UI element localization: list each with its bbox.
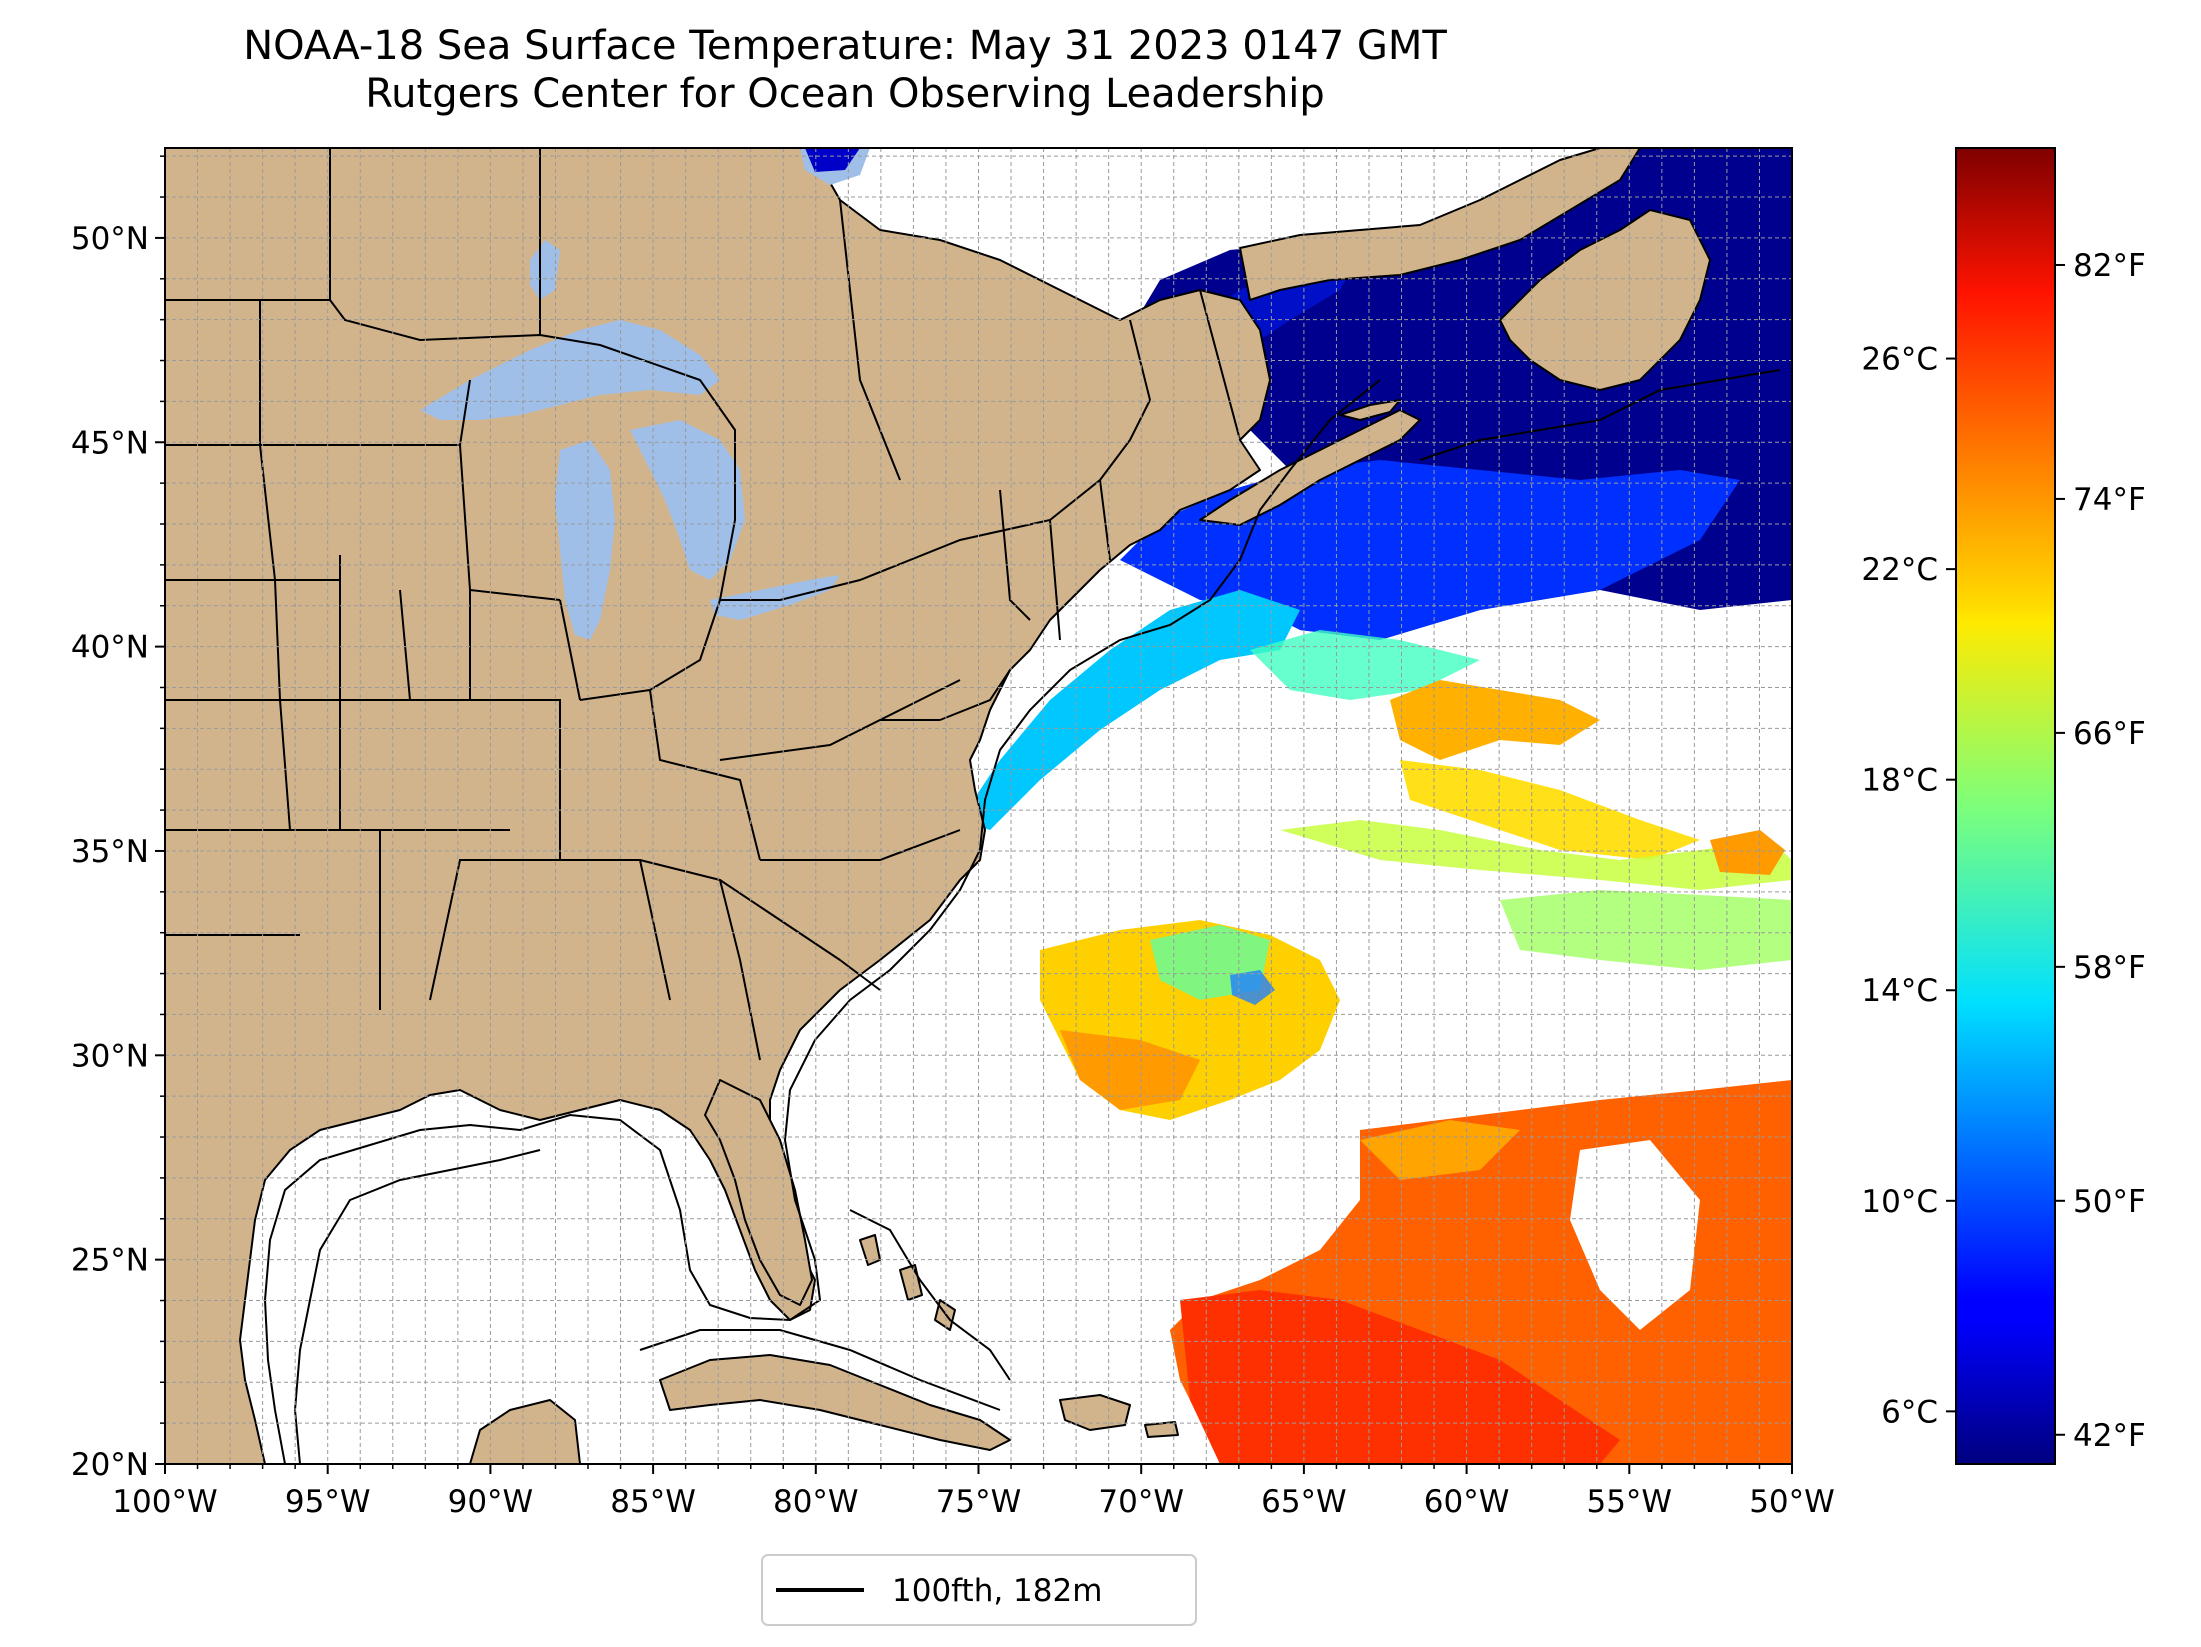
yucatan-land <box>469 1399 581 1464</box>
colorbar-gradient <box>1955 147 2056 1465</box>
legend-box <box>761 1554 1197 1626</box>
sst-gulf-stream <box>1390 680 1600 760</box>
y-tick-label: 20°N <box>71 1447 149 1483</box>
nova-scotia-land <box>1199 409 1421 526</box>
y-tick-label: 45°N <box>71 425 149 461</box>
title-line-1: NOAA-18 Sea Surface Temperature: May 31 … <box>243 23 1447 69</box>
x-tick-label: 85°W <box>610 1484 696 1520</box>
colorbar-celsius-axis: 6°C 10°C 14°C 18°C 22°C 26°C <box>1861 342 1956 1430</box>
isobath-100fth <box>263 369 1781 1464</box>
fahrenheit-tick-label: 82°F <box>2073 248 2146 284</box>
fahrenheit-tick-label: 50°F <box>2073 1184 2146 1220</box>
puerto-rico-land <box>1144 1421 1179 1438</box>
newfoundland-land <box>1499 209 1711 391</box>
sst-shelf-light <box>1250 630 1480 700</box>
lake-winnipeg <box>530 240 560 300</box>
x-axis: 100°W 95°W 90°W 85°W 80°W 75°W 70°W 65°W 60°W 55°… <box>112 1464 1835 1520</box>
sst-east-green <box>1280 820 1792 890</box>
florida-land <box>704 1079 813 1306</box>
sst-mid-green <box>1500 890 1792 970</box>
lake-huron <box>630 420 745 580</box>
fahrenheit-tick-label: 66°F <box>2073 716 2146 752</box>
prince-edward-island-land <box>1339 399 1401 421</box>
isobath-cuba-north <box>639 1329 1001 1411</box>
lake-michigan <box>555 440 615 640</box>
x-tick-label: 55°W <box>1586 1484 1672 1520</box>
hispaniola-land <box>1059 1394 1131 1431</box>
colorbar: 6°C 10°C 14°C 18°C 22°C 26°C 42°F 50°F 58°F 66°F… <box>1861 147 2146 1465</box>
celsius-tick-label: 14°C <box>1861 973 1938 1009</box>
labrador-land <box>1239 148 1641 301</box>
chart-title: NOAA-18 Sea Surface Temperature: May 31 … <box>0 22 1690 118</box>
sst-hudson-bay <box>805 148 860 172</box>
cuba-land <box>659 1354 1011 1451</box>
sst-bermuda-blue <box>1230 970 1275 1005</box>
x-tick-label: 70°W <box>1098 1484 1184 1520</box>
celsius-tick-label: 26°C <box>1861 342 1938 378</box>
y-tick-label: 40°N <box>71 630 149 666</box>
fahrenheit-tick-label: 42°F <box>2073 1418 2146 1454</box>
celsius-tick-label: 22°C <box>1861 552 1938 588</box>
map-area <box>165 148 1792 1464</box>
sst-bermuda-orange <box>1060 1030 1200 1110</box>
isobath-bahamas <box>849 1209 1011 1381</box>
political-borders <box>165 148 1241 1061</box>
x-tick-label: 80°W <box>773 1484 859 1520</box>
gridlines <box>165 148 1792 1464</box>
canada-province-borders <box>329 148 1241 481</box>
lake-erie <box>710 575 840 620</box>
fahrenheit-tick-label: 74°F <box>2073 482 2146 518</box>
x-tick-label: 100°W <box>112 1484 217 1520</box>
y-tick-label: 30°N <box>71 1038 149 1074</box>
x-tick-label: 75°W <box>936 1484 1022 1520</box>
y-tick-label: 35°N <box>71 834 149 870</box>
x-tick-label: 60°W <box>1424 1484 1510 1520</box>
isobath-gulf-inner <box>293 1149 541 1464</box>
x-tick-label: 90°W <box>448 1484 534 1520</box>
celsius-tick-label: 6°C <box>1881 1394 1938 1430</box>
sst-warm-filament <box>1400 760 1700 860</box>
isobath-nova-scotia <box>1419 369 1781 461</box>
x-tick-label: 65°W <box>1261 1484 1347 1520</box>
y-tick-label: 25°N <box>71 1243 149 1279</box>
north-america-land <box>165 148 1271 1464</box>
land-layer <box>165 148 1711 1464</box>
legend-label-100fth: 100fth, 182m <box>892 1573 1102 1609</box>
sst-mid-east-orange <box>1360 1120 1520 1180</box>
legend: 100fth, 182m <box>761 1554 1197 1626</box>
x-tick-label: 95°W <box>285 1484 371 1520</box>
sst-south-red <box>1180 1290 1620 1464</box>
title-line-2: Rutgers Center for Ocean Observing Leade… <box>365 71 1325 117</box>
x-tick-label: 50°W <box>1749 1484 1835 1520</box>
y-axis: 20°N 25°N 30°N 35°N 40°N 45°N 50°N <box>71 155 165 1483</box>
sst-shelf-cyan <box>960 590 1300 830</box>
sst-south-cloud-hole <box>1570 1140 1700 1330</box>
state-borders-east <box>719 479 1111 1061</box>
y-tick-label: 50°N <box>71 221 149 257</box>
celsius-tick-label: 10°C <box>1861 1184 1938 1220</box>
lake-superior <box>420 320 720 420</box>
colorbar-fahrenheit-axis: 42°F 50°F 58°F 66°F 74°F 82°F <box>2055 248 2146 1454</box>
celsius-tick-label: 18°C <box>1861 763 1938 799</box>
isobath-east-coast <box>263 379 1381 1464</box>
canada-us-border <box>165 299 1151 601</box>
sst-east-orange-patch <box>1710 830 1785 875</box>
fahrenheit-tick-label: 58°F <box>2073 950 2146 986</box>
